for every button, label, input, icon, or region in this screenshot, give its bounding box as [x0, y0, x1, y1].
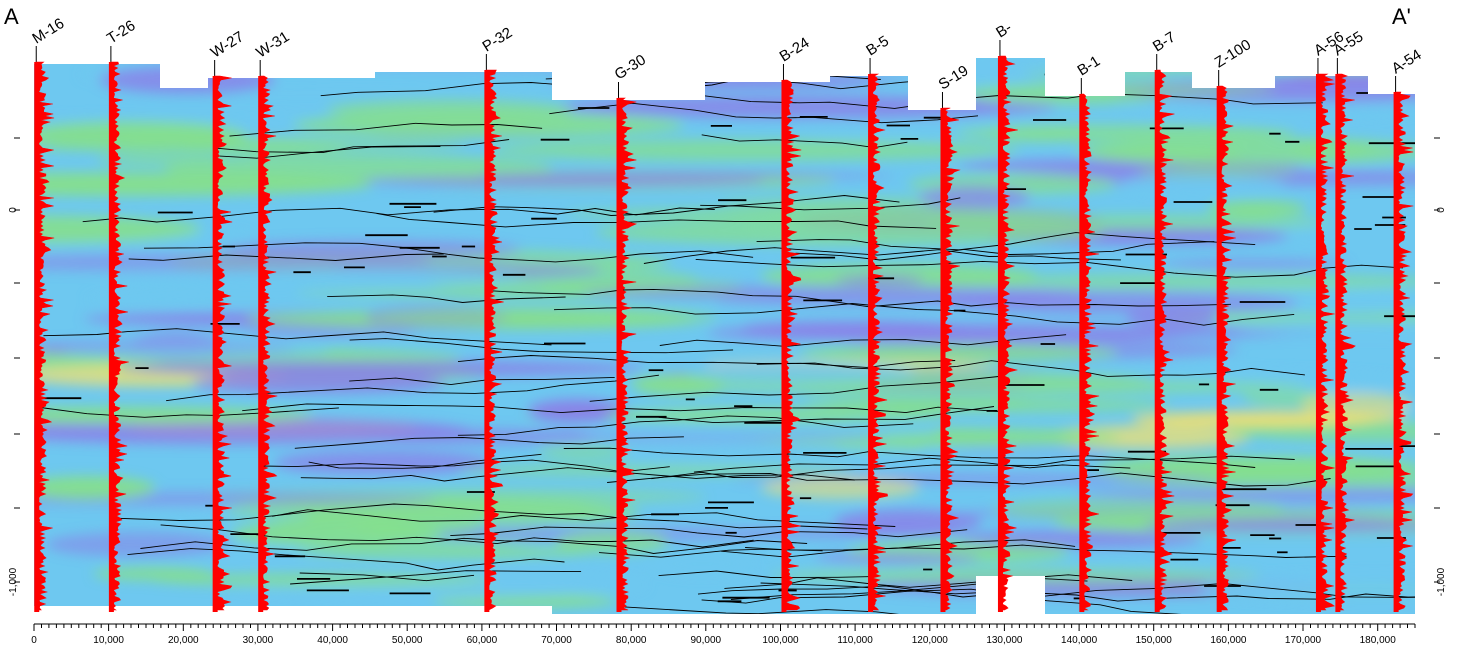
well-log-trace	[942, 107, 961, 611]
y-tick-label: 0	[1436, 207, 1447, 213]
well-log-trace	[618, 97, 638, 611]
x-tick-label: 160,000	[1210, 635, 1247, 646]
well-log-trace	[1395, 91, 1414, 611]
well-w-27: W-27	[208, 28, 247, 612]
x-tick-label: 110,000	[837, 635, 873, 646]
well-label: B-24	[777, 34, 813, 65]
well-label: S-19	[936, 62, 972, 93]
x-tick-label: 60,000	[467, 635, 498, 646]
x-tick-label: 80,000	[616, 635, 647, 646]
x-tick-label: 140,000	[1061, 635, 1098, 646]
well-log-trace	[35, 61, 55, 611]
section-end-label: A'	[1392, 4, 1411, 29]
x-axis: 0 10,000 20,000 30,000 40,000 50,000 60,000 70,…	[31, 623, 1416, 646]
x-tick-label: 50,000	[392, 635, 423, 646]
well-label: W-27	[208, 28, 247, 61]
x-tick-label: 70,000	[541, 635, 572, 646]
y-tick-label: 0	[8, 207, 19, 213]
well-label: M-16	[29, 15, 67, 48]
x-tick-label: 0	[31, 635, 37, 646]
well-label: B-7	[1150, 29, 1179, 56]
x-tick-label: 20,000	[168, 635, 199, 646]
x-tick-label: 100,000	[762, 635, 799, 646]
x-tick-label: 170,000	[1285, 635, 1322, 646]
well-log-trace	[1081, 93, 1100, 611]
x-tick-label: 180,000	[1360, 635, 1397, 646]
well-label: Z-100	[1212, 36, 1254, 71]
x-tick-label: 120,000	[912, 635, 949, 646]
y-axis-right: 0 -1,000	[1434, 137, 1447, 596]
well-log-trace	[259, 75, 278, 611]
well-label: B-	[993, 19, 1015, 41]
x-tick-label: 150,000	[1136, 635, 1173, 646]
x-tick-label: 30,000	[243, 635, 274, 646]
well-log-trace	[110, 61, 129, 611]
well-label: W-31	[253, 28, 292, 61]
well-label: G-30	[612, 51, 649, 83]
well-log-trace	[214, 75, 233, 611]
x-tick-label: 10,000	[93, 635, 124, 646]
well-log-trace	[1317, 73, 1336, 611]
well-label: T-26	[104, 17, 138, 47]
y-tick-label: -1,000	[1436, 567, 1447, 596]
x-tick-label: 90,000	[691, 635, 722, 646]
well-log-trace	[1337, 73, 1356, 611]
well-log-trace	[783, 79, 802, 611]
x-tick-label: 130,000	[986, 635, 1023, 646]
well-label: A-54	[1389, 46, 1425, 77]
x-tick-label: 40,000	[317, 635, 348, 646]
well-label: B-1	[1074, 53, 1103, 80]
well-label: B-5	[863, 33, 892, 60]
well-log-trace	[1156, 69, 1175, 611]
section-start-label: A	[4, 4, 19, 29]
y-tick-label: -1,000	[8, 567, 19, 596]
y-axis-left: 0 -1,000	[8, 137, 20, 596]
well-label: P-32	[479, 24, 515, 55]
